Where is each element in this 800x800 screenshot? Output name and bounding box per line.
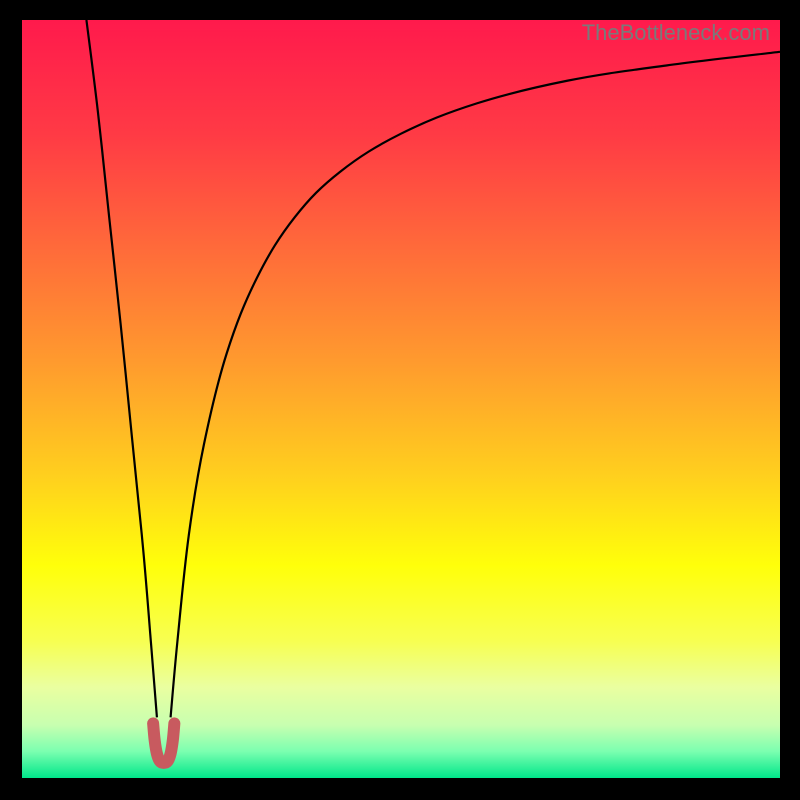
notch-u	[153, 723, 174, 762]
curve-left	[86, 20, 156, 717]
plot-area: TheBottleneck.com	[22, 20, 780, 778]
curve-right	[171, 52, 780, 718]
chart-svg	[22, 20, 780, 778]
